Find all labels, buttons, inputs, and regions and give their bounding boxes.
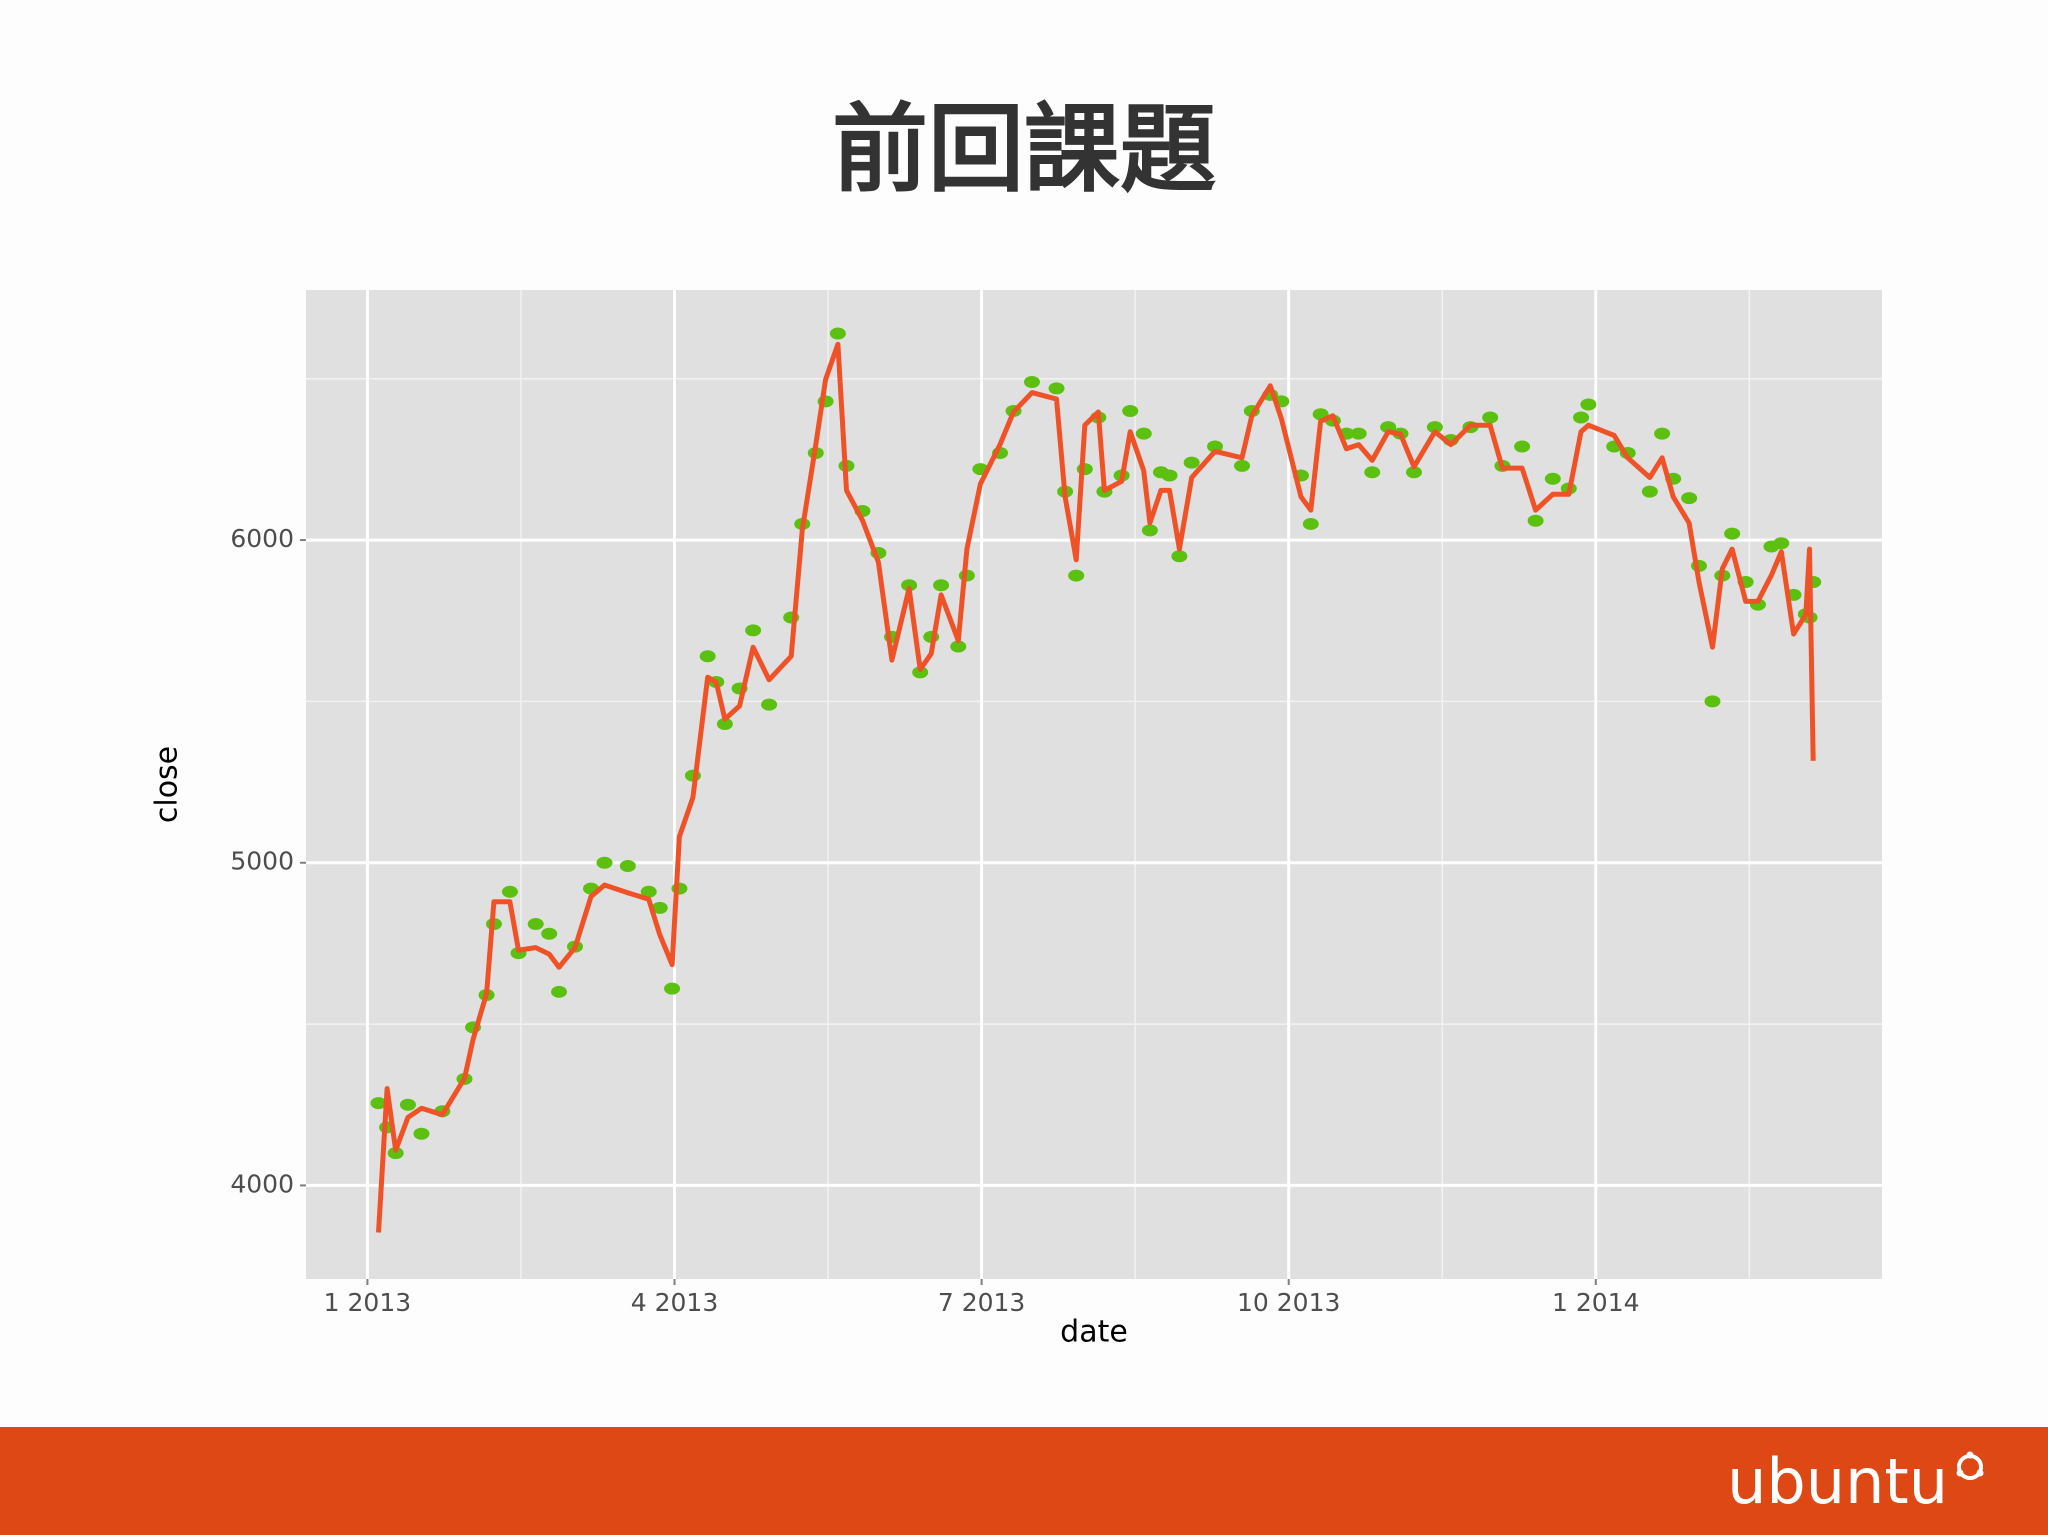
point — [551, 985, 568, 998]
footer-bar — [0, 1427, 2048, 1535]
x-axis-title: date — [1060, 1315, 1128, 1350]
point — [1704, 695, 1721, 708]
point — [1527, 514, 1544, 527]
point — [1514, 440, 1531, 453]
point — [1068, 569, 1085, 582]
point — [699, 650, 716, 663]
slide-title: 前回課題 — [832, 93, 1216, 205]
plot: 4000 5000 6000 1 2013 4 2013 7 2013 10 2013 1 2… — [150, 290, 1882, 1350]
point — [716, 717, 733, 730]
x-tick-label: 7 2013 — [938, 1288, 1025, 1317]
point — [640, 885, 657, 898]
point — [387, 1147, 404, 1160]
point — [1206, 440, 1223, 453]
x-tick-label: 1 2013 — [324, 1288, 411, 1317]
point — [1641, 485, 1658, 498]
point — [829, 327, 846, 340]
point — [1234, 459, 1251, 472]
point — [501, 885, 518, 898]
point — [1141, 524, 1158, 537]
point — [1171, 550, 1188, 563]
point — [541, 927, 558, 940]
footer-logo: ubuntu — [1727, 1445, 1948, 1518]
point — [370, 1097, 387, 1110]
point — [912, 666, 929, 679]
y-tick-label: 5000 — [230, 847, 294, 876]
point — [901, 579, 918, 592]
point — [745, 624, 762, 637]
point — [1364, 466, 1381, 479]
point — [1048, 382, 1065, 395]
point — [1161, 469, 1178, 482]
point — [1724, 527, 1741, 540]
point — [1681, 492, 1698, 505]
point — [1654, 427, 1671, 440]
point — [596, 856, 613, 869]
point — [1405, 466, 1422, 479]
point — [1544, 472, 1561, 485]
point — [1426, 421, 1443, 434]
point — [1302, 517, 1319, 530]
logo-dot — [1956, 1469, 1964, 1477]
point — [1076, 463, 1093, 476]
point — [933, 579, 950, 592]
point — [1580, 398, 1597, 411]
x-tick-label: 4 2013 — [631, 1288, 718, 1317]
logo-dot — [1976, 1469, 1984, 1477]
point — [1350, 427, 1367, 440]
point — [1023, 375, 1040, 388]
point — [1573, 411, 1590, 424]
x-tick-label: 1 2014 — [1552, 1288, 1639, 1317]
y-tick-label: 4000 — [230, 1169, 294, 1198]
point — [527, 918, 544, 931]
line — [376, 341, 1816, 1233]
logo-icon — [1956, 1451, 1984, 1480]
point — [664, 982, 681, 995]
point — [399, 1098, 416, 1111]
x-tick-label: 10 2013 — [1237, 1288, 1340, 1317]
point — [1183, 456, 1200, 469]
point — [761, 698, 778, 711]
y-tick-label: 6000 — [230, 524, 294, 553]
point — [651, 901, 668, 914]
point — [1482, 411, 1499, 424]
point — [950, 640, 967, 653]
panel — [306, 290, 1882, 1279]
point — [1135, 427, 1152, 440]
point — [619, 859, 636, 872]
point — [1122, 405, 1139, 418]
point — [1773, 537, 1790, 550]
y-axis-title: close — [150, 746, 185, 823]
logo-dot — [1966, 1451, 1974, 1459]
point — [413, 1127, 430, 1140]
